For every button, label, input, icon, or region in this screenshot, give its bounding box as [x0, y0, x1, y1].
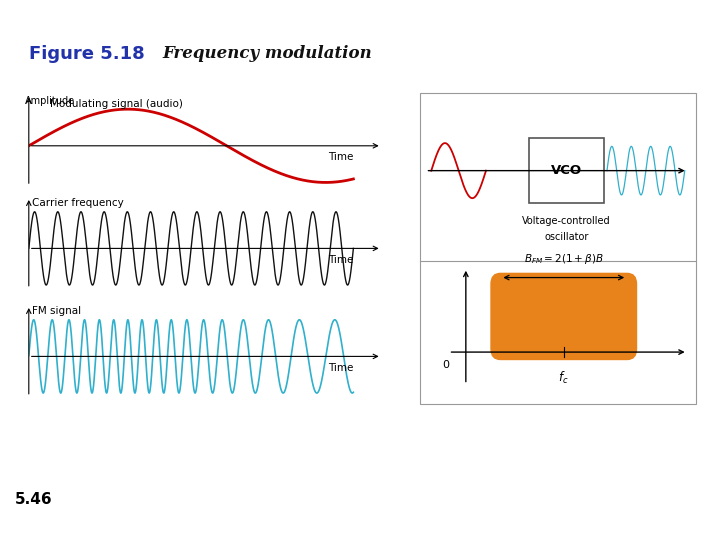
FancyBboxPatch shape [420, 93, 696, 404]
Text: Frequency modulation: Frequency modulation [162, 45, 372, 62]
Text: Amplitude: Amplitude [25, 96, 76, 106]
Text: Carrier frequency: Carrier frequency [32, 198, 124, 207]
Text: Modulating signal (audio): Modulating signal (audio) [50, 99, 183, 109]
Text: $f_c$: $f_c$ [559, 370, 569, 386]
Text: Time: Time [328, 255, 354, 265]
FancyBboxPatch shape [490, 273, 637, 360]
Text: 0: 0 [442, 360, 449, 370]
Text: oscillator: oscillator [544, 232, 589, 242]
Text: Figure 5.18: Figure 5.18 [29, 45, 145, 63]
Text: $B_{FM} = 2(1 + \beta)B$: $B_{FM} = 2(1 + \beta)B$ [524, 252, 603, 266]
Text: Voltage-controlled: Voltage-controlled [522, 216, 611, 226]
FancyBboxPatch shape [529, 138, 604, 203]
Text: FM signal: FM signal [32, 306, 81, 315]
Text: 5.46: 5.46 [14, 492, 52, 507]
Text: VCO: VCO [551, 164, 582, 177]
Text: Time: Time [328, 152, 354, 163]
Text: Time: Time [328, 363, 354, 373]
